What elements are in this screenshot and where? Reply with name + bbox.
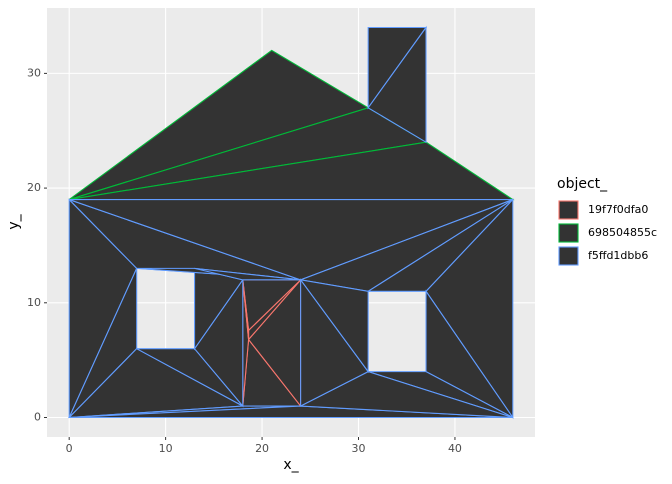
x-tick-label: 20	[255, 442, 269, 455]
triangle	[242, 279, 250, 340]
legend-title: object_	[557, 176, 608, 192]
legend-key	[558, 246, 579, 266]
x-axis-label: x_	[283, 457, 299, 473]
x-tick-label: 10	[159, 442, 173, 455]
legend-label: 698504855c	[588, 226, 657, 239]
y-tick-label: 10	[27, 296, 41, 309]
x-tick-label: 40	[448, 442, 462, 455]
y-tick-label: 30	[27, 66, 41, 79]
legend-key	[558, 223, 579, 243]
legend-label: 19f7f0dfa0	[588, 203, 648, 216]
x-tick-label: 0	[66, 442, 73, 455]
y-tick-label: 20	[27, 181, 41, 194]
y-tick-label: 0	[34, 411, 41, 424]
y-axis-label: y_	[6, 213, 22, 229]
triangle	[299, 279, 369, 374]
legend-key	[558, 200, 579, 220]
x-tick-label: 30	[352, 442, 366, 455]
triangle	[194, 267, 301, 281]
triangle	[367, 25, 427, 144]
legend-label: f5ffd1dbb6	[588, 249, 648, 262]
